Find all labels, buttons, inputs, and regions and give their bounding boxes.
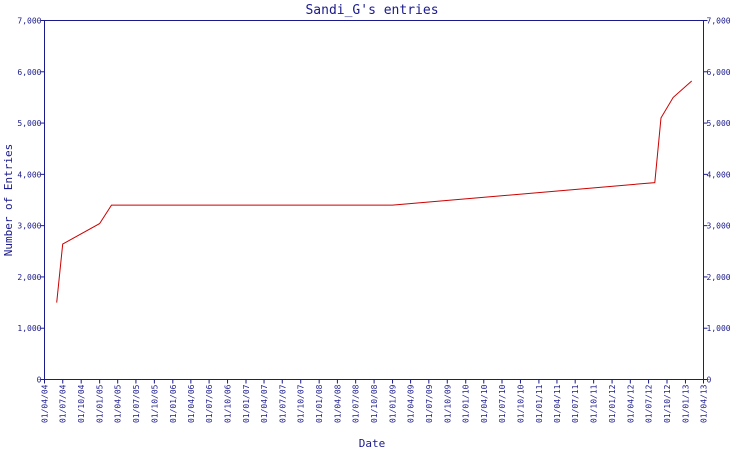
- y-tick-label-left: 1,000: [17, 324, 41, 333]
- x-tick-label: 01/04/12: [626, 384, 635, 423]
- x-tick-label: 01/07/05: [132, 384, 141, 423]
- y-tick-label-right: 1,000: [707, 324, 731, 333]
- x-tick-label: 01/04/09: [407, 384, 416, 423]
- x-tick-label: 01/01/08: [315, 384, 324, 423]
- y-axis-left: 0 1,000 2,000 3,000 4,000 5,000 6,000 7,000: [17, 17, 45, 385]
- x-tick-label: 01/07/11: [571, 384, 580, 423]
- chart-title: Sandi_G's entries: [305, 3, 438, 18]
- x-tick-label: 01/10/05: [150, 384, 159, 423]
- x-tick-label: 01/04/05: [114, 384, 123, 423]
- y-tick-label-left: 2,000: [17, 273, 41, 282]
- x-tick-label: 01/04/11: [553, 384, 562, 423]
- x-tick-label: 01/07/08: [352, 384, 361, 423]
- x-tick-label: 01/01/13: [681, 384, 690, 423]
- x-axis: 01/04/04 01/07/04 01/10/04 01/01/05 01/04/05…: [41, 379, 709, 423]
- x-tick-label: 01/10/07: [297, 384, 306, 423]
- x-tick-label: 01/04/07: [260, 384, 269, 423]
- y-tick-label-left: 5,000: [17, 119, 41, 128]
- series-layer: [56, 80, 693, 303]
- y-tick-label-right: 7,000: [707, 17, 731, 26]
- x-tick-label: 01/07/06: [205, 384, 214, 423]
- y-axis-title: Number of Entries: [2, 144, 15, 257]
- x-tick-label: 01/10/12: [663, 384, 672, 423]
- x-tick-label: 01/04/13: [700, 384, 709, 423]
- y-tick-label-left: 6,000: [17, 68, 41, 77]
- plot-frame: [44, 20, 704, 380]
- x-axis-title: Date: [359, 437, 386, 450]
- series-line: [56, 80, 693, 303]
- x-tick-label: 01/07/10: [498, 384, 507, 423]
- y-tick-label-left: 3,000: [17, 222, 41, 231]
- x-tick-label: 01/10/04: [77, 384, 86, 423]
- y-tick-label-left: 4,000: [17, 170, 41, 179]
- x-tick-label: 01/07/12: [645, 384, 654, 423]
- x-tick-label: 01/10/06: [224, 384, 233, 423]
- x-tick-label: 01/10/08: [370, 384, 379, 423]
- y-tick-label-right: 3,000: [707, 222, 731, 231]
- y-tick-label-left: 0: [37, 376, 42, 385]
- x-tick-label: 01/10/09: [443, 384, 452, 423]
- x-tick-label: 01/01/10: [462, 384, 471, 423]
- x-tick-label: 01/01/12: [608, 384, 617, 423]
- x-tick-label: 01/04/10: [480, 384, 489, 423]
- x-tick-label: 01/10/10: [516, 384, 525, 423]
- x-tick-label: 01/04/04: [41, 384, 50, 423]
- x-tick-label: 01/07/09: [425, 384, 434, 423]
- x-tick-label: 01/07/07: [278, 384, 287, 423]
- x-tick-label: 01/01/06: [169, 384, 178, 423]
- y-tick-label-right: 0: [707, 376, 712, 385]
- x-tick-label: 01/10/11: [590, 384, 599, 423]
- x-tick-label: 01/01/11: [535, 384, 544, 423]
- x-tick-label: 01/04/06: [187, 384, 196, 423]
- y-tick-label-right: 6,000: [707, 68, 731, 77]
- x-tick-label: 01/01/07: [242, 384, 251, 423]
- y-tick-label-right: 4,000: [707, 170, 731, 179]
- y-axis-right: 0 1,000 2,000 3,000 4,000 5,000 6,000 7,000: [703, 17, 731, 385]
- x-tick-label: 01/01/09: [389, 384, 398, 423]
- y-tick-label-left: 7,000: [17, 17, 41, 26]
- x-tick-label: 01/01/05: [96, 384, 105, 423]
- y-tick-label-right: 5,000: [707, 119, 731, 128]
- x-tick-label: 01/04/08: [333, 384, 342, 423]
- y-tick-label-right: 2,000: [707, 273, 731, 282]
- x-tick-label: 01/07/04: [59, 384, 68, 423]
